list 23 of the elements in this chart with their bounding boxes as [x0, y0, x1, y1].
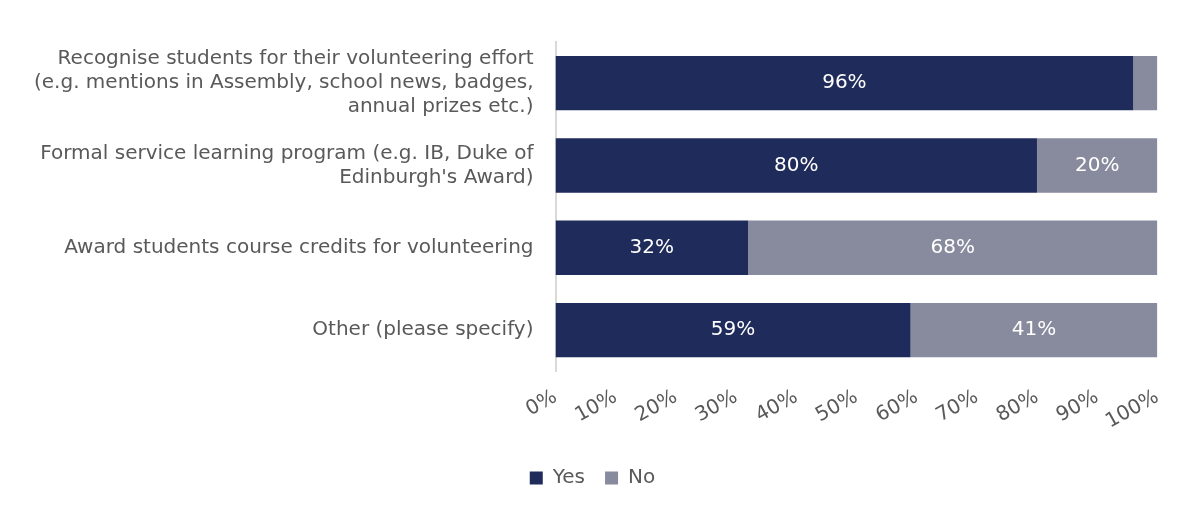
legend-label: Yes — [551, 464, 586, 489]
y-tick-label: Formal service learning program (e.g. IB, Duke of Edinburgh's Award) — [40, 139, 535, 188]
x-tick-label: 0% — [521, 383, 561, 421]
x-tick-label: 20% — [630, 383, 681, 427]
x-tick-label: 10% — [570, 383, 621, 427]
x-tick-label: 60% — [871, 383, 922, 427]
y-tick-label: Recognise students for their volunteering effort (e.g. mentions in Assembly, school news, badges, annual prizes etc.) — [33, 45, 534, 118]
y-tick-label: Other (please specify) — [312, 316, 534, 341]
data-label: 32% — [629, 233, 675, 258]
x-tick-label: 80% — [991, 383, 1042, 427]
data-label: 41% — [1011, 316, 1057, 341]
x-tick-label: 90% — [1051, 383, 1103, 427]
x-tick-label: 70% — [931, 383, 982, 427]
y-tick-label: Award students course credits for volunteering — [64, 233, 534, 258]
legend-label: No — [628, 464, 656, 489]
data-label: 96% — [822, 69, 867, 94]
x-tick-label: 40% — [750, 383, 802, 427]
data-label: 80% — [774, 151, 819, 176]
data-label: 59% — [710, 316, 756, 341]
x-tick-label: 50% — [810, 383, 862, 427]
data-label: 68% — [930, 233, 975, 258]
data-label: 20% — [1074, 151, 1120, 176]
x-tick-label: 30% — [690, 383, 742, 427]
